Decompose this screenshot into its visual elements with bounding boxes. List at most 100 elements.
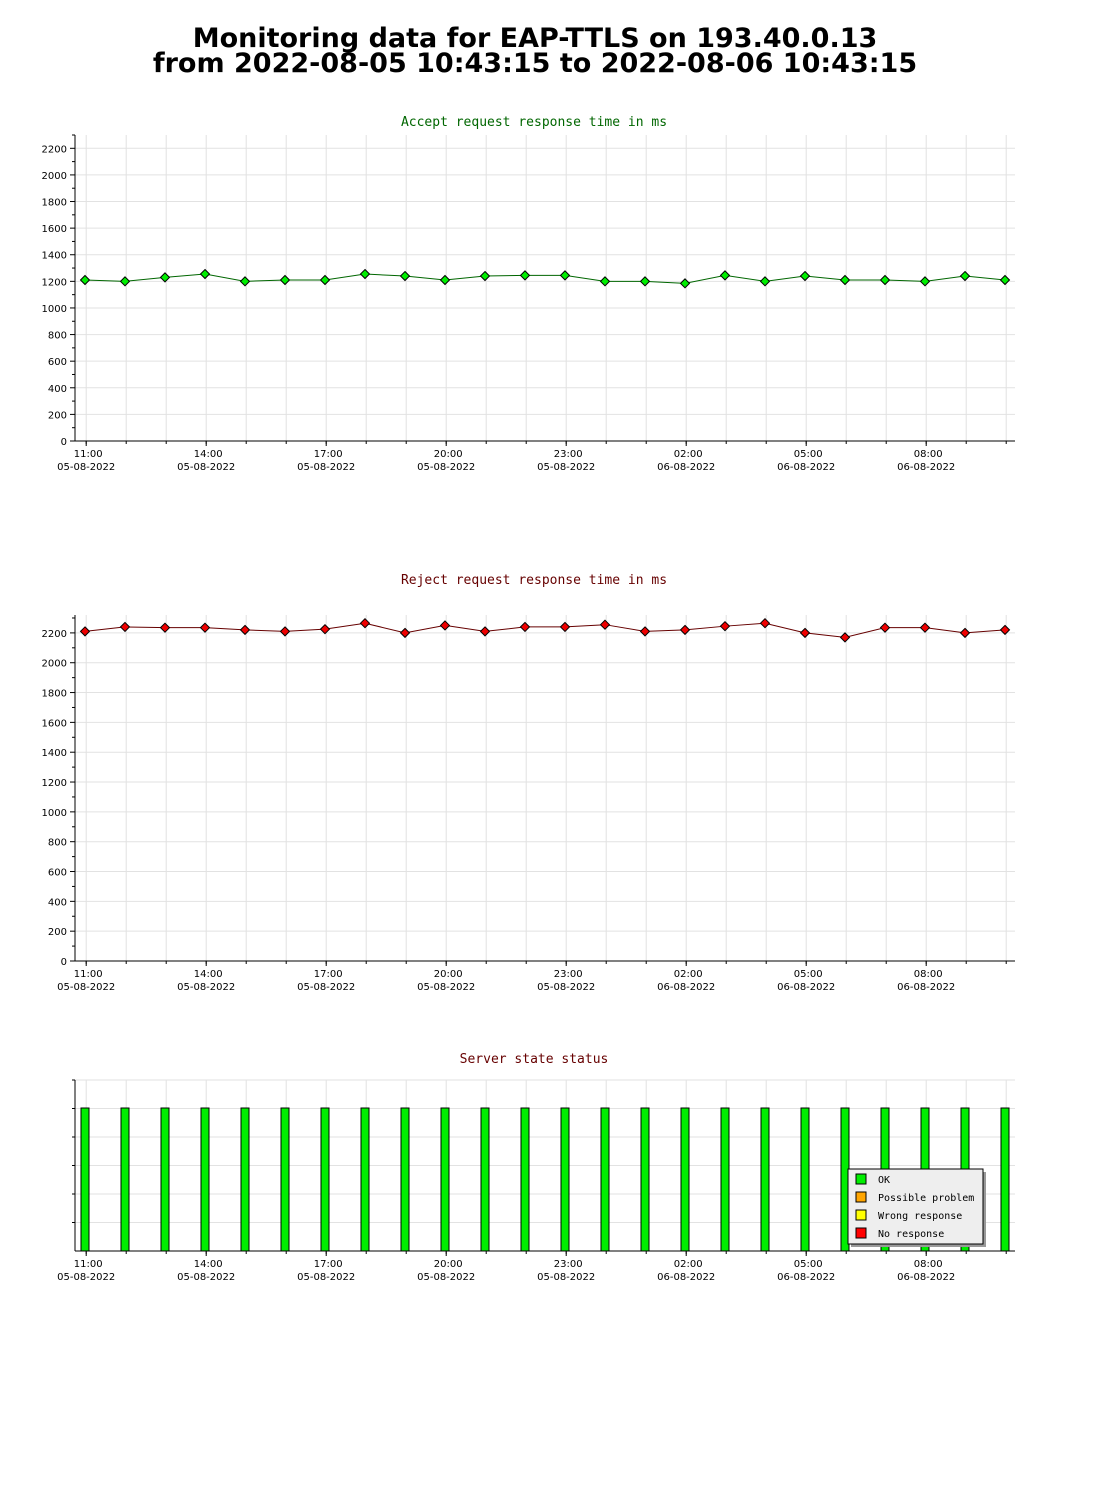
status-bar	[640, 1107, 650, 1252]
legend-box	[847, 1168, 984, 1245]
status-x-tick-date: 06-08-2022	[657, 1272, 715, 1283]
reject-x-tick-date: 06-08-2022	[657, 982, 715, 993]
reject-x-tick-time: 08:00	[914, 969, 943, 980]
accept-data-point	[359, 268, 371, 280]
status-bar	[760, 1107, 770, 1252]
status-bar	[360, 1107, 370, 1252]
reject-x-tick-date: 05-08-2022	[57, 982, 115, 993]
reject-x-tick-time: 02:00	[674, 969, 703, 980]
reject-data-point	[399, 627, 411, 639]
accept-data-point	[799, 270, 811, 282]
reject-x-tick-date: 05-08-2022	[417, 982, 475, 993]
accept-y-tick-label: 1800	[42, 198, 67, 209]
reject-data-point	[639, 626, 651, 637]
reject-data-point	[159, 622, 171, 633]
reject-x-tick-time: 20:00	[434, 969, 463, 980]
accept-data-point	[239, 276, 251, 287]
reject-data-point	[599, 619, 611, 630]
accept-x-tick-time: 11:00	[74, 449, 103, 460]
status-bar	[280, 1107, 290, 1252]
accept-x-tick-date: 05-08-2022	[177, 462, 235, 473]
status-bar	[560, 1107, 570, 1252]
accept-y-tick-label: 400	[48, 384, 67, 395]
status-bar	[80, 1107, 90, 1252]
accept-x-tick-time: 05:00	[794, 449, 823, 460]
reject-data-point	[119, 621, 131, 633]
accept-x-tick-date: 05-08-2022	[537, 462, 595, 473]
status-bar	[680, 1107, 690, 1252]
accept-response-chart: Accept request response time in ms 0 200 4…	[42, 115, 1015, 473]
reject-y-tick-label: 200	[48, 927, 67, 938]
legend-label: No response	[878, 1229, 944, 1240]
reject-y-tick-label: 2200	[42, 629, 67, 640]
status-x-tick-date: 06-08-2022	[777, 1272, 835, 1283]
accept-data-point	[839, 274, 851, 286]
reject-y-tick-label: 600	[48, 868, 67, 879]
accept-data-point	[639, 276, 651, 287]
reject-y-tick-label: 0	[61, 957, 67, 968]
accept-data-point	[959, 270, 971, 282]
status-x-tick-date: 05-08-2022	[297, 1272, 355, 1283]
reject-x-tick-date: 05-08-2022	[537, 982, 595, 993]
status-bar	[480, 1107, 490, 1252]
reject-x-tick-date: 05-08-2022	[177, 982, 235, 993]
status-bar	[440, 1107, 450, 1252]
accept-y-tick-label: 600	[48, 357, 67, 368]
accept-data-point	[439, 274, 451, 286]
server-state-chart: Server state status 11:00 05-08-2022 14:00…	[57, 1052, 1015, 1283]
accept-x-tick-time: 14:00	[194, 449, 223, 460]
reject-data-point	[759, 617, 771, 629]
reject-data-point	[359, 617, 371, 629]
reject-y-tick-label: 1200	[42, 778, 67, 789]
reject-x-tick-date: 05-08-2022	[297, 982, 355, 993]
reject-data-point	[439, 620, 451, 631]
accept-series-line	[84, 273, 1006, 284]
accept-data-point	[399, 270, 411, 282]
accept-y-tick-label: 800	[48, 331, 67, 342]
status-x-tick-time: 20:00	[434, 1259, 463, 1270]
accept-x-tick-time: 08:00	[914, 449, 943, 460]
accept-data-point	[279, 274, 291, 286]
status-bar	[1000, 1107, 1010, 1252]
reject-response-chart: Reject request response time in ms 0 200 4…	[42, 573, 1015, 993]
legend-label: Possible problem	[878, 1193, 974, 1204]
accept-data-point	[879, 274, 891, 286]
status-x-tick-date: 05-08-2022	[57, 1272, 115, 1283]
reject-y-tick-label: 1800	[42, 689, 67, 700]
accept-data-point	[199, 268, 211, 280]
legend-label: Wrong response	[878, 1211, 962, 1222]
reject-y-tick-label: 1000	[42, 808, 67, 819]
status-bar	[160, 1107, 170, 1252]
reject-x-tick-time: 14:00	[194, 969, 223, 980]
accept-x-tick-date: 06-08-2022	[657, 462, 715, 473]
status-bar	[520, 1107, 530, 1252]
legend-swatch	[855, 1209, 867, 1221]
reject-data-point	[679, 624, 691, 636]
status-x-tick-time: 17:00	[314, 1259, 343, 1270]
status-bar	[720, 1107, 730, 1252]
reject-series-line	[84, 622, 1006, 638]
accept-y-tick-label: 2000	[42, 171, 67, 182]
accept-data-point	[319, 274, 331, 286]
reject-x-tick-time: 17:00	[314, 969, 343, 980]
reject-x-tick-date: 06-08-2022	[777, 982, 835, 993]
legend-swatch	[855, 1227, 867, 1239]
reject-data-point	[279, 626, 291, 637]
reject-data-point	[199, 622, 211, 633]
reject-data-point	[879, 622, 891, 633]
reject-data-point	[79, 626, 91, 637]
accept-y-tick-label: 200	[48, 410, 67, 421]
reject-data-point	[719, 620, 731, 632]
legend-swatch	[855, 1173, 867, 1185]
reject-data-point	[559, 621, 571, 633]
accept-data-point	[159, 272, 171, 283]
accept-x-tick-time: 02:00	[674, 449, 703, 460]
status-chart-title: Server state status	[460, 1052, 609, 1067]
reject-data-point	[999, 624, 1011, 636]
accept-x-tick-date: 05-08-2022	[297, 462, 355, 473]
status-bar	[240, 1107, 250, 1252]
accept-y-tick-label: 2200	[42, 144, 67, 155]
reject-y-tick-label: 1600	[42, 718, 67, 729]
status-x-tick-date: 05-08-2022	[177, 1272, 235, 1283]
status-x-tick-time: 08:00	[914, 1259, 943, 1270]
